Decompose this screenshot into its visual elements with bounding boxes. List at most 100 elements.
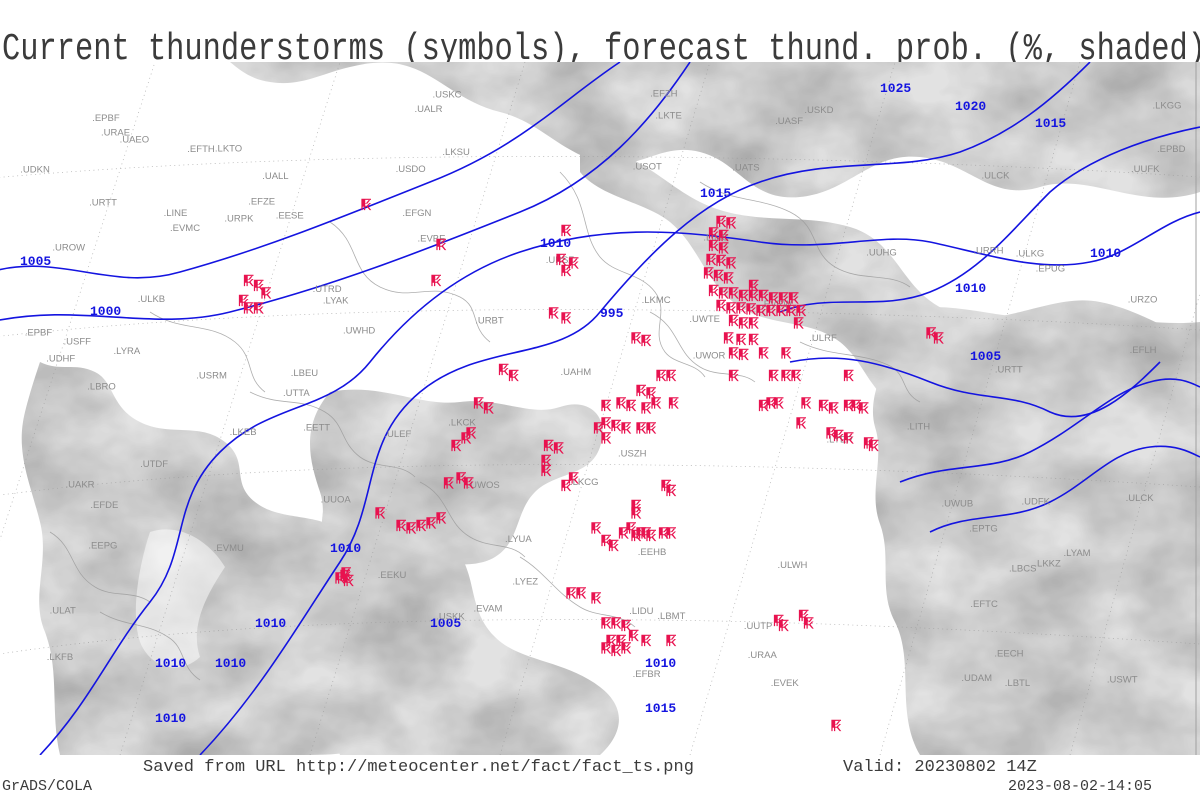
svg-text:.URAA: .URAA	[748, 650, 778, 661]
svg-text:1010: 1010	[155, 711, 186, 726]
svg-text:1005: 1005	[970, 349, 1001, 364]
svg-text:.LBTL: .LBTL	[1005, 678, 1030, 689]
svg-text:.LINE: .LINE	[164, 208, 188, 219]
svg-text:.UTDF: .UTDF	[140, 459, 168, 470]
svg-text:.LIDU: .LIDU	[629, 606, 653, 617]
svg-text:.UDKN: .UDKN	[20, 164, 50, 175]
svg-text:.LYUA: .LYUA	[505, 534, 532, 545]
svg-text:.ULKB: .ULKB	[138, 294, 165, 305]
svg-text:.UTTA: .UTTA	[283, 388, 310, 399]
svg-text:.LKFB: .LKFB	[47, 652, 73, 663]
svg-text:.EFGN: .EFGN	[402, 208, 431, 219]
svg-text:.UUFK: .UUFK	[1131, 164, 1160, 175]
svg-text:.UWUB: .UWUB	[942, 498, 974, 509]
svg-text:.LKTO: .LKTO	[215, 143, 242, 154]
svg-text:.USWT: .USWT	[1107, 675, 1138, 686]
svg-text:.EPBF: .EPBF	[92, 113, 120, 124]
svg-text:.UAHM: .UAHM	[561, 367, 592, 378]
svg-text:1010: 1010	[155, 656, 186, 671]
svg-text:.ULCK: .ULCK	[982, 171, 1011, 182]
svg-text:.URZO: .URZO	[1128, 294, 1158, 305]
svg-text:.EETT: .EETT	[303, 422, 330, 433]
svg-text:.EPTG: .EPTG	[969, 523, 998, 534]
svg-text:.EVMC: .EVMC	[170, 223, 200, 234]
svg-text:.USDO: .USDO	[396, 164, 426, 175]
svg-text:.LKGG: .LKGG	[1153, 100, 1182, 111]
svg-text:.LYAK: .LYAK	[323, 296, 349, 307]
svg-text:1010: 1010	[540, 236, 571, 251]
svg-text:.EECH: .EECH	[994, 648, 1023, 659]
svg-text:.EFTC: .EFTC	[970, 599, 998, 610]
svg-text:.URTT: .URTT	[89, 198, 117, 209]
svg-text:.UUTP: .UUTP	[744, 621, 773, 632]
svg-text:.UASF: .UASF	[775, 116, 803, 127]
svg-text:.UUHG: .UUHG	[866, 248, 897, 259]
svg-text:.URPK: .URPK	[224, 214, 254, 225]
svg-text:1010: 1010	[955, 281, 986, 296]
svg-text:.EFDE: .EFDE	[90, 500, 118, 511]
svg-text:1010: 1010	[1090, 246, 1121, 261]
svg-text:.EFLH: .EFLH	[1130, 345, 1157, 356]
svg-text:1025: 1025	[880, 81, 911, 96]
svg-text:.LKSU: .LKSU	[442, 147, 470, 158]
svg-text:.LKEB: .LKEB	[230, 427, 257, 438]
svg-text:.LKTE: .LKTE	[655, 110, 681, 121]
svg-text:.UDFK: .UDFK	[1022, 497, 1051, 508]
svg-text:.LBRO: .LBRO	[87, 382, 116, 393]
svg-text:.UAKR: .UAKR	[66, 480, 95, 491]
svg-text:.EFZE: .EFZE	[248, 197, 275, 208]
svg-text:.UWOR: .UWOR	[693, 350, 726, 361]
svg-text:.EPBD: .EPBD	[1157, 144, 1186, 155]
svg-text:.UDAM: .UDAM	[961, 673, 992, 684]
svg-text:.EESE: .EESE	[276, 210, 304, 221]
svg-text:.USZH: .USZH	[618, 449, 647, 460]
svg-text:.LKCK: .LKCK	[448, 418, 476, 429]
svg-text:995: 995	[600, 306, 624, 321]
svg-text:.ULWH: .ULWH	[778, 560, 808, 571]
svg-text:.URBT: .URBT	[475, 315, 504, 326]
svg-text:.UWHD: .UWHD	[343, 325, 375, 336]
svg-text:.ULRF: .ULRF	[809, 333, 837, 344]
svg-text:.UUOA: .UUOA	[321, 494, 352, 505]
svg-text:1015: 1015	[645, 701, 676, 716]
svg-text:.LKKZ: .LKKZ	[1034, 559, 1061, 570]
svg-text:.LKMC: .LKMC	[642, 295, 671, 306]
svg-text:.USKK: .USKK	[436, 611, 465, 622]
svg-text:.EPUG: .EPUG	[1036, 263, 1066, 274]
svg-text:.EEPG: .EEPG	[88, 541, 117, 552]
svg-text:1015: 1015	[700, 186, 731, 201]
svg-text:.EPBF: .EPBF	[25, 328, 53, 339]
svg-text:.UWTE: .UWTE	[689, 314, 720, 325]
svg-text:.USKC: .USKC	[433, 90, 462, 101]
svg-text:1020: 1020	[955, 99, 986, 114]
svg-text:.LYAM: .LYAM	[1064, 548, 1091, 559]
svg-text:.UTRD: .UTRD	[313, 284, 342, 295]
svg-text:.ULEF: .ULEF	[384, 429, 411, 440]
svg-text:.EFBR: .EFBR	[633, 669, 661, 680]
svg-text:.USRM: .USRM	[196, 370, 227, 381]
svg-text:.EFTH: .EFTH	[187, 144, 215, 155]
svg-text:.URRH: .URRH	[973, 246, 1003, 257]
svg-text:1010: 1010	[215, 656, 246, 671]
svg-text:1010: 1010	[255, 616, 286, 631]
svg-text:.EEKU: .EEKU	[378, 570, 407, 581]
svg-text:.UALL: .UALL	[262, 171, 288, 182]
svg-text:.UATS: .UATS	[732, 163, 759, 174]
svg-text:.LBMT: .LBMT	[657, 611, 685, 622]
svg-text:.ULAT: .ULAT	[50, 605, 76, 616]
svg-text:.LYRA: .LYRA	[114, 346, 141, 357]
svg-text:.EVAM: .EVAM	[474, 604, 503, 615]
svg-text:.LITH: .LITH	[907, 422, 930, 433]
svg-text:.USFF: .USFF	[64, 337, 92, 348]
svg-text:.UDHF: .UDHF	[46, 354, 75, 365]
svg-text:.LYEZ: .LYEZ	[512, 576, 538, 587]
svg-text:.EVEK: .EVEK	[771, 678, 800, 689]
svg-text:1015: 1015	[1035, 116, 1066, 131]
svg-text:.URTT: .URTT	[995, 365, 1023, 376]
svg-text:.ULKG: .ULKG	[1016, 249, 1045, 260]
svg-text:.LKCG: .LKCG	[570, 477, 599, 488]
svg-text:.UALR: .UALR	[415, 104, 443, 115]
svg-text:1010: 1010	[330, 541, 361, 556]
svg-text:.UAEO: .UAEO	[120, 134, 150, 145]
svg-text:.ULCK: .ULCK	[1126, 493, 1155, 504]
